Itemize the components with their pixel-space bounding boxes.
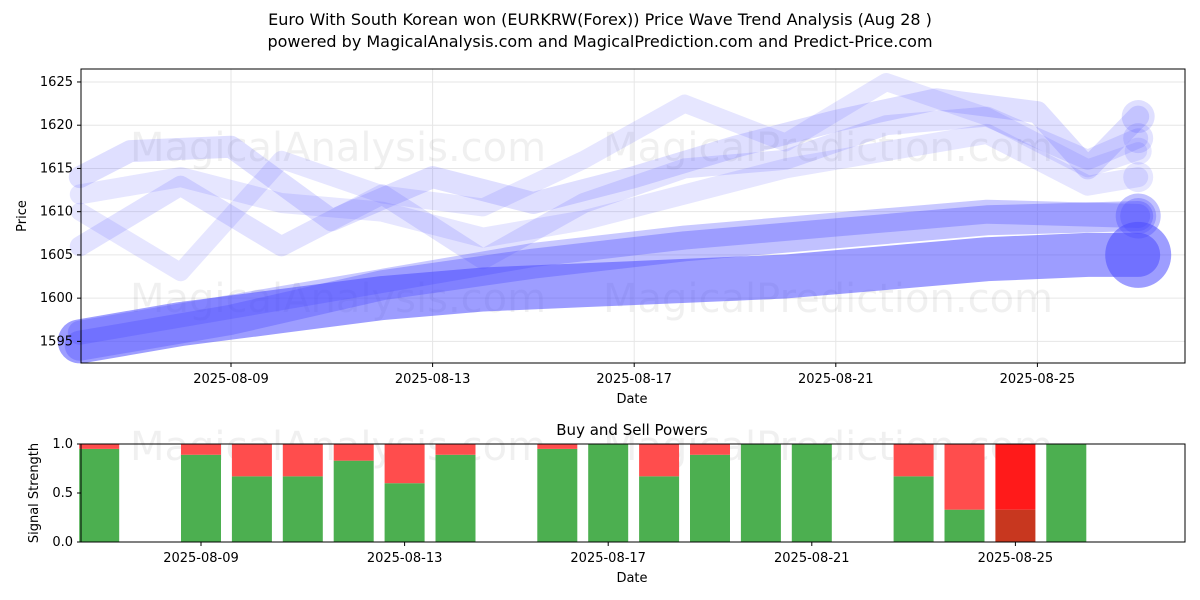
wave-end-marker xyxy=(1115,193,1161,239)
wave-series-4 xyxy=(68,88,1150,232)
buy-bar xyxy=(181,454,221,542)
price-xtick-label: 2025-08-13 xyxy=(395,372,471,387)
price-ytick-label: 1615 xyxy=(40,161,73,176)
chart-title-line1: Euro With South Korean won (EURKRW(Forex… xyxy=(268,10,932,29)
wave-series-1 xyxy=(57,232,1161,364)
signal-xtick-label: 2025-08-13 xyxy=(367,551,443,566)
sell-bar xyxy=(995,444,1036,510)
watermark: MagicalPrediction.com xyxy=(603,125,1053,171)
price-xtick-label: 2025-08-21 xyxy=(798,372,874,387)
signal-xtick-label: 2025-08-21 xyxy=(774,551,850,566)
wave-end-marker xyxy=(1124,137,1152,165)
price-frame xyxy=(80,68,1186,364)
wave-end-marker xyxy=(1105,221,1172,288)
signal-xtick-label: 2025-08-25 xyxy=(978,551,1054,566)
signal-ytick-label: 0.5 xyxy=(52,486,73,501)
signal-xtick-label: 2025-08-17 xyxy=(570,551,646,566)
price-ytick-label: 1610 xyxy=(40,205,73,220)
price-chart: MagicalAnalysis.com MagicalPrediction.com… xyxy=(15,68,1186,407)
buy-bar xyxy=(690,454,730,542)
buy-bar xyxy=(537,448,578,542)
wave-series-6 xyxy=(70,73,1148,282)
buy-bar xyxy=(282,476,323,542)
wave-series-2 xyxy=(64,201,1154,361)
price-ytick-label: 1625 xyxy=(40,75,73,90)
sell-bar xyxy=(690,444,730,455)
price-xtick-label: 2025-08-09 xyxy=(193,372,269,387)
signal-title: Buy and Sell Powers xyxy=(556,421,708,439)
buy-bar xyxy=(791,444,832,542)
buy-bar xyxy=(588,444,629,542)
wave-series-3 xyxy=(67,199,1151,345)
wave-series-7 xyxy=(69,123,1149,248)
sell-bar xyxy=(384,444,425,484)
chart-title-line2: powered by MagicalAnalysis.com and Magic… xyxy=(267,32,933,51)
buy-bar xyxy=(1046,444,1087,542)
buy-bar xyxy=(639,476,680,542)
buy-bar xyxy=(384,483,425,542)
signal-ylabel: Signal Strength xyxy=(27,443,42,543)
price-ylabel: Price xyxy=(15,200,30,232)
buy-bar xyxy=(995,509,1036,542)
buy-bar xyxy=(944,509,985,542)
wave-end-marker xyxy=(1121,100,1155,134)
buy-bar xyxy=(333,460,374,542)
signal-xtick-label: 2025-08-09 xyxy=(163,551,239,566)
price-xtick-label: 2025-08-25 xyxy=(1000,372,1076,387)
sell-bar xyxy=(231,444,272,477)
sell-bar xyxy=(435,444,476,455)
signal-ytick-label: 1.0 xyxy=(52,437,73,452)
sell-bar xyxy=(181,444,221,455)
sell-bar xyxy=(537,444,578,449)
watermark: MagicalAnalysis.com xyxy=(130,125,546,171)
price-ytick-label: 1605 xyxy=(40,248,73,263)
sell-bar xyxy=(944,444,985,510)
sell-bar xyxy=(79,444,120,449)
buy-bar xyxy=(740,444,781,542)
price-ytick-label: 1595 xyxy=(40,334,73,349)
wave-series-5 xyxy=(69,106,1149,270)
buy-bar xyxy=(231,476,272,542)
price-ytick-label: 1600 xyxy=(40,291,73,306)
wave-end-marker xyxy=(1120,198,1157,234)
buy-bar xyxy=(435,454,476,542)
signal-xlabel: Date xyxy=(616,571,647,586)
price-xlabel: Date xyxy=(616,392,647,407)
signal-ytick-label: 0.0 xyxy=(52,535,73,550)
sell-bar xyxy=(333,444,374,461)
price-xtick-label: 2025-08-17 xyxy=(596,372,672,387)
sell-bar xyxy=(282,444,323,477)
sell-bar xyxy=(639,444,680,477)
sell-bar xyxy=(893,444,934,477)
signal-chart: Buy and Sell PowersMagicalAnalysis.comMa… xyxy=(27,421,1186,586)
buy-bar xyxy=(893,476,934,542)
wave-end-marker xyxy=(1123,123,1154,154)
price-ytick-label: 1620 xyxy=(40,118,73,133)
wave-end-marker xyxy=(1123,162,1154,193)
buy-bar xyxy=(79,448,120,542)
